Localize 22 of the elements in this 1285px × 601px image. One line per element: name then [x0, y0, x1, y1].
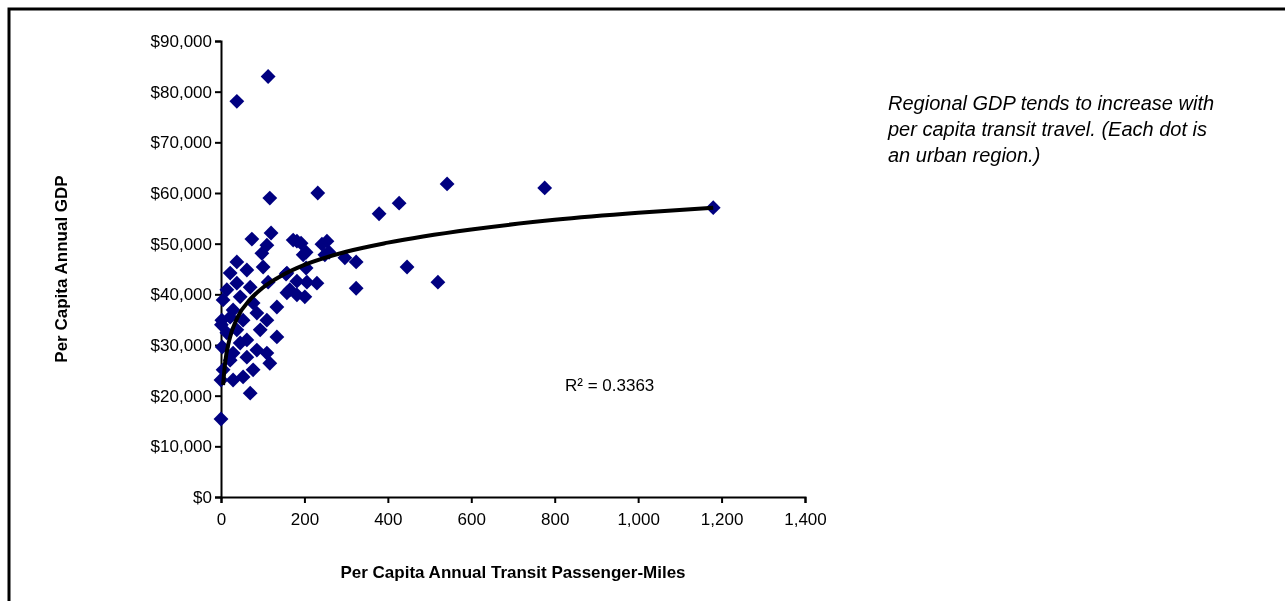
y-tick-label: $0	[193, 487, 212, 507]
x-axis-title: Per Capita Annual Transit Passenger-Miles	[340, 563, 686, 582]
y-tick-label: $20,000	[150, 386, 212, 406]
y-tick-label: $50,000	[150, 234, 212, 254]
x-tick-label: 600	[457, 509, 486, 529]
y-tick-label: $10,000	[150, 437, 212, 457]
y-tick-label: $60,000	[150, 183, 212, 203]
x-tick-label: 1,200	[700, 509, 744, 529]
text: Regional GDP tends to increase with per capita transit travel. (Each dot is an urban region.)	[887, 92, 1215, 166]
y-tick-label: $70,000	[150, 133, 212, 153]
x-tick-label: 800	[541, 509, 570, 529]
x-tick-label: 0	[216, 509, 227, 529]
x-tick-label: 200	[290, 509, 320, 529]
y-tick-label: $40,000	[150, 285, 212, 305]
x-tick-label: 400	[374, 509, 403, 529]
x-tick-label: 1,400	[784, 509, 827, 529]
y-axis-title: Per Capita Annual GDP	[52, 175, 71, 363]
annotation: R² = 0.3363	[565, 376, 655, 395]
y-tick-label: $80,000	[150, 82, 212, 102]
x-tick-label: 1,000	[617, 509, 660, 529]
y-tick-label: $30,000	[150, 335, 212, 355]
y-tick-label: $90,000	[150, 31, 212, 51]
